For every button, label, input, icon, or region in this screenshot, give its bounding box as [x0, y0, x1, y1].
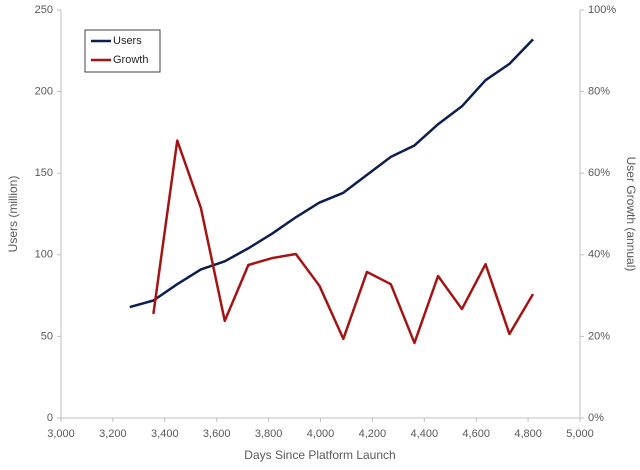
x-tick-label: 3,600 [203, 428, 231, 440]
y-axis-title: Users (million) [6, 176, 20, 253]
y-tick-label: 250 [35, 4, 53, 16]
x-tick-label: 5,000 [566, 428, 594, 440]
legend-box [84, 29, 161, 73]
y2-tick-label: 20% [588, 330, 610, 342]
x-tick-label: 4,800 [514, 428, 542, 440]
x-tick-label: 3,200 [99, 428, 127, 440]
x-tick-label: 4,400 [411, 428, 439, 440]
x-axis-title: Days Since Platform Launch [244, 448, 395, 462]
x-tick-label: 3,400 [151, 428, 179, 440]
y-tick-label: 0 [47, 412, 53, 424]
y2-axis-title: User Growth (annual) [624, 157, 638, 272]
y2-tick-label: 60% [588, 167, 610, 179]
x-tick-label: 3,000 [47, 428, 75, 440]
y-tick-label: 100 [35, 249, 53, 261]
y-tick-label: 150 [35, 167, 53, 179]
series-line [152, 139, 535, 345]
x-tick-label: 4,000 [307, 428, 335, 440]
y-tick-label: 200 [35, 86, 53, 98]
y2-tick-label: 80% [588, 86, 610, 98]
legend-label: Users [113, 35, 142, 47]
y2-tick-label: 0% [588, 412, 604, 424]
y-tick-label: 50 [41, 330, 53, 342]
x-tick-label: 4,600 [462, 428, 490, 440]
legend-label: Growth [113, 54, 148, 66]
series-line [129, 38, 534, 309]
y2-tick-label: 100% [588, 4, 616, 16]
y2-tick-label: 40% [588, 249, 610, 261]
x-tick-label: 4,200 [359, 428, 387, 440]
x-tick-label: 3,800 [255, 428, 283, 440]
